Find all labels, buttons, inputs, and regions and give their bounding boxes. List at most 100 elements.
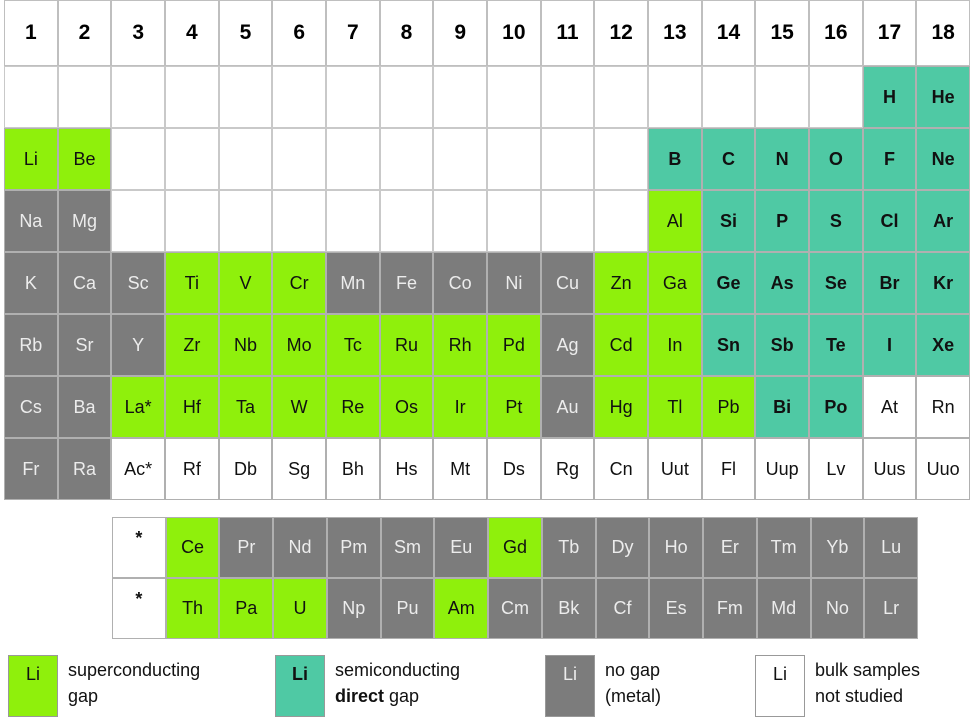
element-cell-w: W	[272, 376, 326, 438]
element-cell-sc: Sc	[111, 252, 165, 314]
legend-line1: no gap	[605, 660, 661, 680]
empty-cell	[594, 66, 648, 128]
element-cell-cm: Cm	[488, 578, 542, 639]
legend-line1: superconducting	[68, 660, 201, 680]
group-header: 12	[594, 0, 648, 66]
element-cell-ac: Ac*	[111, 438, 165, 500]
empty-cell	[326, 128, 380, 190]
empty-cell	[540, 128, 595, 190]
empty-cell	[540, 66, 595, 128]
element-cell-xe: Xe	[916, 314, 970, 376]
element-cell-zn: Zn	[594, 252, 648, 314]
element-cell-he: He	[916, 66, 970, 128]
empty-cell	[165, 190, 219, 252]
element-cell-s: S	[809, 190, 863, 252]
element-cell-tc: Tc	[326, 314, 380, 376]
element-cell-k: K	[4, 252, 58, 314]
empty-cell	[379, 128, 434, 190]
empty-cell	[755, 66, 809, 128]
empty-cell	[111, 128, 165, 190]
asterisk-marker: *	[112, 578, 166, 639]
empty-cell	[809, 66, 863, 128]
asterisk-marker: *	[112, 517, 166, 578]
legend-text-superconducting: superconducting gap	[68, 657, 238, 709]
legend-swatch-metal: Li	[545, 655, 595, 717]
empty-cell	[165, 128, 219, 190]
element-cell-o: O	[809, 128, 863, 190]
element-cell-sg: Sg	[272, 438, 326, 500]
element-cell-sb: Sb	[755, 314, 809, 376]
element-cell-br: Br	[862, 252, 917, 314]
empty-cell	[433, 190, 487, 252]
group-header: 15	[755, 0, 809, 66]
group-header: 4	[165, 0, 219, 66]
element-cell-cr: Cr	[272, 252, 326, 314]
element-cell-fe: Fe	[379, 252, 434, 314]
element-cell-mo: Mo	[272, 314, 326, 376]
element-cell-y: Y	[111, 314, 165, 376]
group-header: 1	[4, 0, 58, 66]
element-cell-fr: Fr	[4, 438, 58, 500]
group-header: 13	[648, 0, 702, 66]
empty-cell	[326, 66, 380, 128]
empty-cell	[701, 66, 756, 128]
element-cell-eu: Eu	[434, 517, 489, 578]
legend-line1: bulk samples	[815, 660, 921, 680]
element-cell-ag: Ag	[540, 314, 595, 376]
element-cell-pd: Pd	[487, 314, 541, 376]
element-cell-uus: Uus	[862, 438, 917, 500]
element-cell-pb: Pb	[701, 376, 756, 438]
element-cell-ga: Ga	[648, 252, 702, 314]
element-cell-at: At	[862, 376, 917, 438]
empty-cell	[165, 66, 219, 128]
empty-cell	[218, 128, 273, 190]
element-cell-ni: Ni	[487, 252, 541, 314]
element-cell-mn: Mn	[326, 252, 380, 314]
group-header: 14	[701, 0, 756, 66]
legend-line2: not studied	[815, 686, 904, 706]
element-cell-c: C	[701, 128, 756, 190]
lanthanide-actinide-rows: * Ce Pr Nd Pm Sm Eu Gd Tb Dy Ho Er Tm Yb Lu * Th Pa U Np Pu A…	[112, 517, 918, 639]
element-cell-ta: Ta	[218, 376, 273, 438]
legend-text-semiconducting: semiconducting direct gap	[335, 657, 505, 709]
element-cell-zr: Zr	[165, 314, 219, 376]
element-cell-db: Db	[218, 438, 273, 500]
element-cell-as: As	[755, 252, 809, 314]
legend-text-metal: no gap (metal)	[605, 657, 775, 709]
element-cell-md: Md	[756, 578, 811, 639]
element-cell-sm: Sm	[380, 517, 435, 578]
element-cell-sr: Sr	[57, 314, 112, 376]
element-cell-pr: Pr	[219, 517, 274, 578]
element-cell-np: Np	[326, 578, 381, 639]
element-cell-nb: Nb	[218, 314, 273, 376]
empty-cell	[487, 128, 541, 190]
element-cell-au: Au	[540, 376, 595, 438]
empty-cell	[540, 190, 595, 252]
group-header: 16	[809, 0, 863, 66]
element-cell-cn: Cn	[594, 438, 648, 500]
group-header: 7	[326, 0, 380, 66]
element-cell-si: Si	[701, 190, 756, 252]
element-cell-te: Te	[809, 314, 863, 376]
empty-cell	[487, 190, 541, 252]
element-cell-cs: Cs	[4, 376, 58, 438]
empty-cell	[272, 190, 326, 252]
element-cell-pm: Pm	[326, 517, 381, 578]
legend-line2: direct gap	[335, 683, 505, 709]
empty-cell	[4, 66, 58, 128]
element-cell-ge: Ge	[701, 252, 756, 314]
element-cell-kr: Kr	[916, 252, 970, 314]
element-cell-dy: Dy	[595, 517, 650, 578]
empty-cell	[272, 66, 326, 128]
empty-cell	[433, 128, 487, 190]
empty-cell	[326, 190, 380, 252]
element-cell-p: P	[755, 190, 809, 252]
group-header: 3	[111, 0, 165, 66]
element-cell-es: Es	[649, 578, 704, 639]
element-cell-pa: Pa	[219, 578, 274, 639]
empty-cell	[111, 66, 165, 128]
element-cell-ho: Ho	[649, 517, 704, 578]
group-header: 8	[379, 0, 434, 66]
element-cell-cf: Cf	[595, 578, 650, 639]
empty-cell	[272, 128, 326, 190]
